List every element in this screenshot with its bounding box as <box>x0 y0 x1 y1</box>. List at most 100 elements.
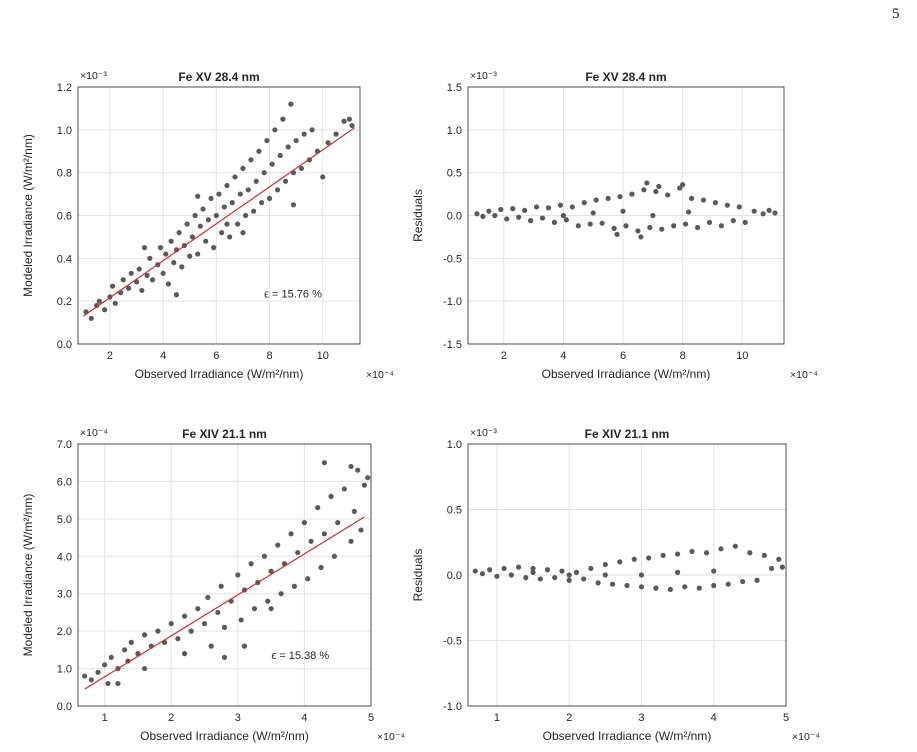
data-point <box>614 231 620 237</box>
data-point <box>516 214 522 220</box>
data-point <box>176 230 182 236</box>
data-point <box>195 606 201 612</box>
data-point <box>248 157 254 163</box>
data-point <box>724 202 730 208</box>
data-point <box>479 571 486 577</box>
y-tick-label: 0.5 <box>447 505 462 517</box>
data-point <box>321 531 327 537</box>
data-point <box>215 609 221 616</box>
x-tick-label: 4 <box>160 350 166 362</box>
data-point <box>168 621 174 627</box>
x-tick-label: 2 <box>566 712 572 724</box>
data-point <box>686 209 692 215</box>
data-point <box>265 598 271 604</box>
data-point <box>617 194 623 200</box>
data-point <box>181 651 188 657</box>
data-point <box>665 192 671 198</box>
x-axis-label: Observed Irradiance (W/m²/nm) <box>543 729 712 743</box>
data-point <box>480 213 486 219</box>
data-point <box>671 223 677 229</box>
data-point <box>602 561 608 568</box>
plot-frame <box>77 86 361 345</box>
data-point <box>569 204 575 210</box>
x-tick-label: 2 <box>107 350 113 362</box>
data-point <box>751 208 757 214</box>
scatter-points <box>82 460 371 690</box>
data-point <box>278 591 284 597</box>
y-tick-label: 5.0 <box>57 514 72 526</box>
data-point <box>219 230 225 236</box>
x-tick-label: 10 <box>736 350 748 362</box>
data-point <box>195 251 201 257</box>
data-point <box>82 673 88 679</box>
data-point <box>240 165 246 171</box>
data-point <box>147 255 153 261</box>
data-point <box>747 550 753 556</box>
data-point <box>641 187 647 193</box>
y-tick-label: 1.2 <box>57 82 72 94</box>
data-point <box>682 584 688 590</box>
data-point <box>599 220 605 226</box>
data-point <box>157 245 164 251</box>
data-point <box>742 219 748 225</box>
data-point <box>221 204 227 210</box>
data-point <box>243 212 249 219</box>
data-point <box>235 221 241 227</box>
data-point <box>650 212 656 219</box>
data-point <box>136 266 142 272</box>
chart-title: Fe XIV 21.1 nm <box>585 427 670 441</box>
data-point <box>253 178 259 184</box>
data-point <box>208 195 214 201</box>
data-point <box>205 217 211 223</box>
data-point <box>245 187 251 193</box>
data-point <box>216 191 222 197</box>
x-tick-label: 1 <box>494 712 500 724</box>
data-point <box>275 542 281 548</box>
data-point <box>760 211 766 217</box>
data-point <box>88 315 94 321</box>
y-tick-label: 0.0 <box>57 339 72 351</box>
x-tick-label: 6 <box>620 350 626 362</box>
data-point <box>515 564 522 570</box>
scatter-points <box>472 543 785 593</box>
data-point <box>772 210 778 216</box>
data-point <box>581 576 587 582</box>
y-tick-label: 0.2 <box>57 296 72 308</box>
data-point <box>638 234 644 240</box>
data-point <box>660 552 666 558</box>
data-point <box>139 287 145 294</box>
data-point <box>128 639 134 645</box>
data-point <box>301 131 307 137</box>
data-point <box>605 195 611 201</box>
y-tick-label: 1.0 <box>447 439 462 451</box>
y-axis-label: Residuals <box>411 189 425 242</box>
data-point <box>102 307 108 313</box>
data-point <box>581 200 587 206</box>
data-point <box>95 669 101 675</box>
x-tick-label: 8 <box>680 350 686 362</box>
data-point <box>688 195 695 201</box>
data-point <box>595 580 601 586</box>
scatter-points <box>474 180 778 240</box>
data-point <box>288 531 294 537</box>
data-point <box>736 204 742 210</box>
data-point <box>163 251 169 257</box>
data-point <box>566 572 572 578</box>
data-point <box>530 565 536 572</box>
data-point <box>192 212 198 219</box>
x-tick-label: 6 <box>213 350 219 362</box>
data-point <box>732 543 739 549</box>
data-point <box>295 549 301 556</box>
data-point <box>656 183 662 189</box>
data-point <box>238 617 244 623</box>
data-point <box>285 144 291 150</box>
data-point <box>272 127 278 133</box>
data-point <box>115 680 121 687</box>
data-point <box>266 195 273 201</box>
data-point <box>559 568 565 574</box>
y-axis-label: Residuals <box>411 549 425 602</box>
data-point <box>105 680 111 687</box>
data-point <box>711 568 717 574</box>
y-tick-label: -1.5 <box>443 339 462 351</box>
